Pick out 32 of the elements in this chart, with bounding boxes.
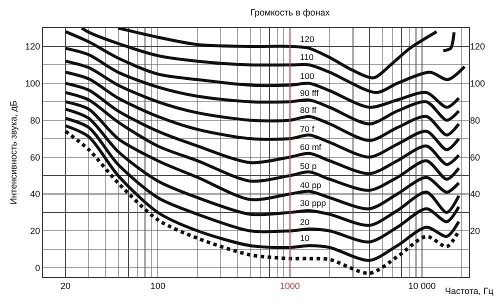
x-tick-label: 1000 (280, 280, 300, 291)
y2-tick-label: 120 (470, 42, 486, 52)
y-tick-label: 60 (30, 152, 40, 162)
x-tick-label: 20 (60, 280, 71, 291)
y2-tick-label: 80 (470, 115, 480, 126)
series-label: 100 (300, 71, 314, 81)
series-label: 80 ff (300, 105, 318, 115)
y2-tick-label: 100 (470, 78, 486, 88)
x-axis-title: Частота, Гц (445, 286, 494, 296)
y2-tick-label: 60 (470, 152, 480, 162)
y-tick-label: 100 (25, 78, 40, 88)
series-label: 110 (300, 52, 314, 62)
y2-tick-label: 40 (470, 189, 480, 200)
series-label: 70 f (300, 124, 315, 134)
series-label: 90 fff (300, 88, 320, 98)
chart-title: Громкость в фонах (250, 7, 330, 18)
series-label: 120 (300, 34, 314, 44)
x-tick-label: 100 (150, 280, 166, 291)
series-label: 30 ppp (300, 198, 326, 208)
y-tick-label: 120 (25, 42, 40, 52)
series-label: 20 (300, 217, 310, 227)
y-tick-label: 0 (35, 262, 40, 273)
series-label: 60 mf (300, 142, 322, 152)
series-label: 50 p (300, 161, 317, 171)
y-tick-label: 40 (30, 189, 40, 200)
y-tick-label: 80 (30, 115, 40, 126)
x-tick-label: 10 000 (408, 280, 436, 291)
series-label: 40 pp (300, 180, 322, 190)
y2-tick-label: 20 (470, 226, 480, 236)
series-label: 10 (300, 233, 310, 243)
y-tick-label: 20 (30, 226, 40, 236)
y-axis-title: Интенсивность звука, дБ (8, 100, 19, 205)
